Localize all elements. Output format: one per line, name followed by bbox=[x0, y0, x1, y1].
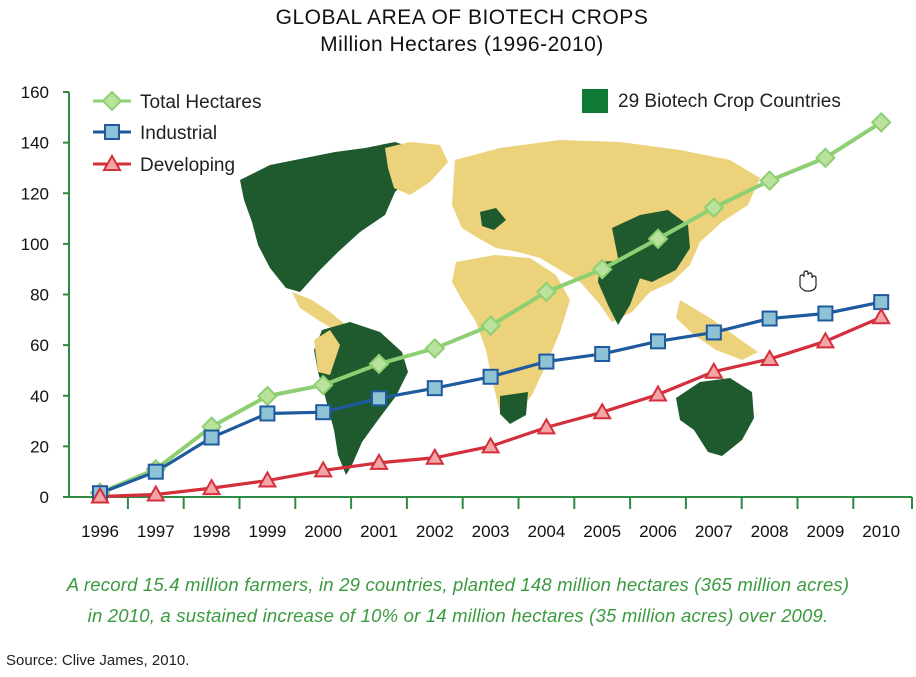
x-tick-label: 2003 bbox=[472, 522, 510, 541]
legend-label-industrial: Industrial bbox=[140, 123, 217, 144]
point-industrial bbox=[482, 368, 499, 385]
point-developing bbox=[257, 470, 278, 488]
y-tick-label: 100 bbox=[21, 235, 49, 254]
map-south-africa bbox=[500, 392, 528, 424]
point-total-hectares bbox=[480, 315, 502, 337]
legend-marker-developing bbox=[102, 153, 122, 171]
point-industrial bbox=[873, 294, 890, 311]
y-tick-label: 120 bbox=[21, 184, 49, 203]
point-industrial bbox=[203, 429, 220, 446]
point-developing bbox=[871, 307, 891, 325]
point-industrial bbox=[817, 305, 834, 322]
x-tick-label: 2010 bbox=[862, 522, 900, 541]
legend-marker-total-hectares bbox=[101, 90, 123, 112]
point-total-hectares bbox=[424, 338, 446, 359]
point-industrial bbox=[705, 324, 722, 341]
y-tick-label: 160 bbox=[21, 83, 49, 102]
point-industrial bbox=[259, 405, 276, 422]
point-total-hectares bbox=[703, 197, 725, 219]
x-tick-label: 1999 bbox=[248, 522, 286, 541]
point-developing bbox=[648, 384, 668, 402]
caption-line-1: A record 15.4 million farmers, in 29 cou… bbox=[66, 574, 850, 595]
point-industrial bbox=[147, 463, 164, 480]
y-tick-label: 60 bbox=[30, 336, 49, 355]
legend-label-developing: Developing bbox=[140, 155, 235, 176]
point-industrial bbox=[426, 380, 443, 397]
point-developing bbox=[704, 361, 724, 379]
map-eurasia bbox=[452, 140, 760, 322]
point-developing bbox=[536, 417, 557, 435]
point-developing bbox=[90, 486, 110, 504]
point-developing bbox=[592, 402, 612, 420]
hand-cursor-icon bbox=[799, 270, 817, 292]
point-developing bbox=[425, 447, 445, 465]
point-total-hectares bbox=[312, 374, 334, 396]
map-legend-label: 29 Biotech Crop Countries bbox=[618, 91, 841, 112]
point-industrial bbox=[650, 333, 666, 350]
x-tick-label: 2007 bbox=[695, 522, 733, 541]
map-china bbox=[612, 210, 690, 282]
map-central-america bbox=[292, 292, 346, 332]
map-africa bbox=[452, 255, 570, 418]
point-industrial bbox=[315, 404, 332, 421]
map-india bbox=[598, 260, 640, 325]
legend-label-total-hectares: Total Hectares bbox=[140, 92, 261, 113]
x-tick-label: 2002 bbox=[416, 522, 454, 541]
point-industrial bbox=[538, 353, 555, 370]
point-total-hectares bbox=[535, 281, 557, 303]
point-industrial bbox=[594, 345, 611, 362]
world-map bbox=[240, 140, 760, 475]
map-legend-swatch bbox=[582, 89, 608, 113]
point-industrial bbox=[371, 390, 387, 407]
caption-line-2: in 2010, a sustained increase of 10% or … bbox=[87, 605, 829, 626]
x-tick-label: 2004 bbox=[527, 522, 565, 541]
point-developing bbox=[369, 452, 389, 470]
point-developing bbox=[146, 484, 166, 502]
point-developing bbox=[313, 460, 333, 478]
map-greenland bbox=[385, 142, 448, 195]
x-tick-label: 2000 bbox=[304, 522, 342, 541]
point-developing bbox=[815, 331, 836, 349]
x-tick-label: 1997 bbox=[137, 522, 175, 541]
legend-marker-industrial bbox=[104, 124, 120, 140]
point-total-hectares bbox=[256, 385, 278, 407]
x-tick-label: 2009 bbox=[806, 522, 844, 541]
chart-title: GLOBAL AREA OF BIOTECH CROPS bbox=[276, 6, 649, 29]
y-tick-label: 0 bbox=[40, 488, 49, 507]
map-south-america-other bbox=[314, 330, 340, 375]
x-tick-label: 2001 bbox=[360, 522, 398, 541]
point-developing bbox=[201, 478, 222, 496]
x-tick-label: 2006 bbox=[639, 522, 677, 541]
y-tick-label: 20 bbox=[30, 437, 49, 456]
x-tick-label: 1996 bbox=[81, 522, 119, 541]
point-total-hectares bbox=[759, 170, 781, 192]
y-tick-label: 40 bbox=[30, 387, 49, 406]
map-europe-biotech bbox=[480, 208, 506, 230]
map-australia bbox=[676, 378, 754, 456]
source-note: Source: Clive James, 2010. bbox=[6, 652, 190, 669]
point-total-hectares bbox=[870, 111, 892, 133]
chart-subtitle: Million Hectares (1996-2010) bbox=[320, 33, 604, 56]
point-developing bbox=[759, 349, 780, 367]
x-tick-label: 2008 bbox=[751, 522, 789, 541]
point-total-hectares bbox=[591, 258, 613, 280]
y-tick-label: 80 bbox=[30, 286, 49, 305]
x-tick-label: 2005 bbox=[583, 522, 621, 541]
point-industrial bbox=[761, 310, 778, 327]
point-total-hectares bbox=[647, 228, 669, 250]
map-north-america bbox=[240, 142, 420, 292]
point-total-hectares bbox=[814, 147, 836, 169]
x-tick-label: 1998 bbox=[193, 522, 231, 541]
y-tick-label: 140 bbox=[21, 134, 49, 153]
point-total-hectares bbox=[368, 353, 390, 375]
point-developing bbox=[480, 436, 501, 454]
